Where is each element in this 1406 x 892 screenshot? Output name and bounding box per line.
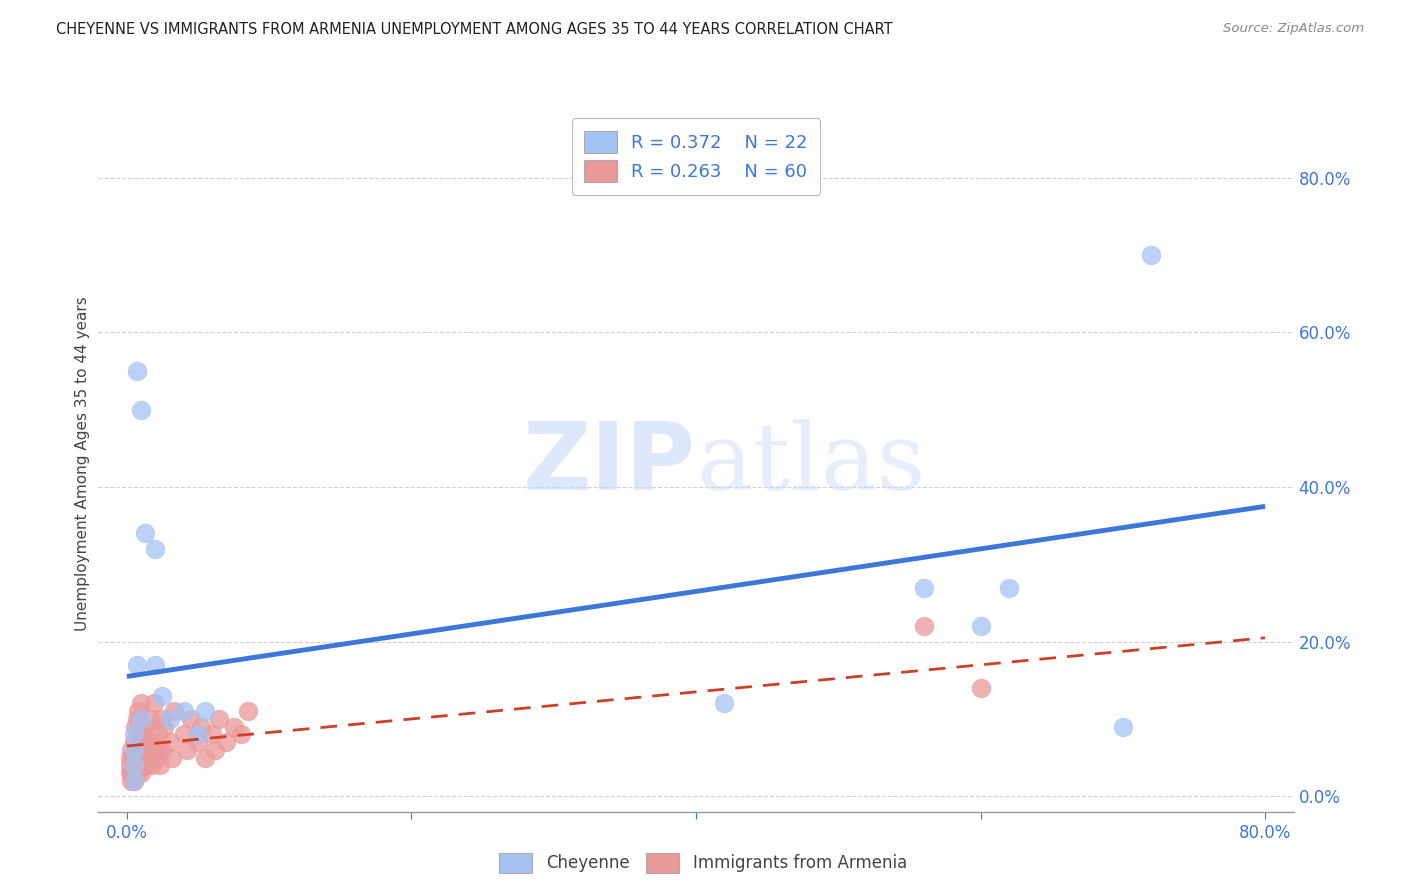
Point [124,750,146,764]
Point [1112,720,1135,734]
Point [129,712,152,726]
Point [129,743,152,757]
Point [125,364,148,378]
Point [145,750,167,764]
Point [142,697,165,711]
Point [125,712,148,726]
Point [129,402,152,417]
Point [180,712,202,726]
Point [127,766,149,780]
Point [127,704,149,718]
Point [190,720,212,734]
Legend: Cheyenne, Immigrants from Armenia: Cheyenne, Immigrants from Armenia [492,847,914,880]
Point [138,750,160,764]
Point [120,743,142,757]
Point [194,750,217,764]
Point [118,750,141,764]
Point [134,720,156,734]
Point [134,526,156,541]
Point [132,758,155,772]
Point [194,704,217,718]
Text: ZIP: ZIP [523,417,696,510]
Point [173,704,195,718]
Text: Source: ZipAtlas.com: Source: ZipAtlas.com [1223,22,1364,36]
Point [208,712,231,726]
Point [215,735,238,749]
Point [136,735,159,749]
Point [1140,248,1163,262]
Point [122,773,145,788]
Point [153,720,176,734]
Point [134,750,156,764]
Point [125,657,148,672]
Point [149,758,172,772]
Point [122,758,145,772]
Point [229,727,252,741]
Point [152,743,174,757]
Legend: R = 0.372    N = 22, R = 0.263    N = 60: R = 0.372 N = 22, R = 0.263 N = 60 [572,118,820,194]
Point [176,743,198,757]
Point [122,743,145,757]
Point [122,758,145,772]
Point [162,750,184,764]
Point [132,727,155,741]
Point [120,766,142,780]
Point [120,773,142,788]
Point [143,541,166,556]
Point [236,704,259,718]
Point [129,766,152,780]
Point [159,712,181,726]
Point [912,581,935,595]
Point [150,712,173,726]
Point [143,657,166,672]
Point [713,697,735,711]
Point [222,720,245,734]
Point [122,735,145,749]
Text: CHEYENNE VS IMMIGRANTS FROM ARMENIA UNEMPLOYMENT AMONG AGES 35 TO 44 YEARS CORRE: CHEYENNE VS IMMIGRANTS FROM ARMENIA UNEM… [56,22,893,37]
Point [141,758,163,772]
Y-axis label: Unemployment Among Ages 35 to 44 years: Unemployment Among Ages 35 to 44 years [75,296,90,632]
Point [122,773,145,788]
Point [173,727,195,741]
Point [187,727,209,741]
Point [135,758,157,772]
Point [118,766,141,780]
Point [204,743,226,757]
Point [998,581,1021,595]
Point [187,735,209,749]
Point [138,712,160,726]
Point [143,743,166,757]
Point [128,727,150,741]
Point [969,619,991,633]
Point [129,697,152,711]
Point [159,735,181,749]
Point [124,720,146,734]
Point [152,689,174,703]
Point [163,704,186,718]
Point [969,681,991,695]
Point [201,727,224,741]
Point [124,766,146,780]
Text: atlas: atlas [696,419,925,508]
Point [118,758,141,772]
Point [148,727,170,741]
Point [128,758,150,772]
Point [121,750,143,764]
Point [141,735,163,749]
Point [121,766,143,780]
Point [122,727,145,741]
Point [127,743,149,757]
Point [912,619,935,633]
Point [125,758,148,772]
